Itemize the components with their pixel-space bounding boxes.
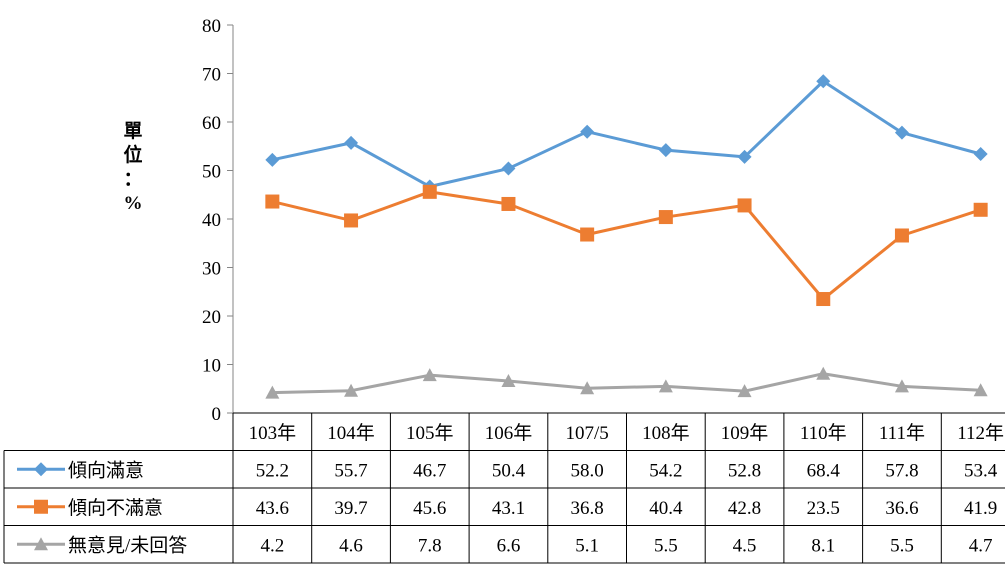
data-table-value: 53.4	[964, 461, 998, 482]
y-tick-label: 70	[202, 65, 221, 86]
data-point	[501, 373, 516, 387]
data-point	[816, 366, 831, 380]
series-line	[272, 79, 982, 189]
data-point	[737, 198, 752, 213]
y-axis-label-char: 位	[123, 145, 143, 166]
data-point	[973, 147, 988, 162]
data-point	[501, 196, 516, 211]
data-point	[422, 184, 437, 199]
x-category-label: 106年	[485, 422, 533, 444]
data-point	[580, 227, 595, 242]
legend-label: 無意見/未回答	[68, 535, 187, 557]
x-category-label: 112年	[957, 422, 1004, 444]
data-table-value: 42.8	[728, 498, 761, 519]
data-table-value: 4.6	[339, 536, 363, 557]
x-category-label: 109年	[721, 422, 769, 444]
data-table-value: 4.5	[733, 536, 757, 557]
x-category-label: 104年	[327, 422, 375, 444]
y-tick-label: 50	[202, 162, 221, 183]
legend-key-marker	[34, 462, 48, 477]
data-point	[894, 228, 909, 243]
data-table-value: 54.2	[649, 461, 682, 482]
data-table-value: 6.6	[497, 536, 521, 557]
data-point	[973, 202, 988, 217]
x-category-label: 108年	[642, 422, 690, 444]
data-table-value: 4.7	[969, 536, 993, 557]
data-table-value: 43.1	[492, 498, 525, 519]
data-point	[344, 213, 359, 228]
y-axis-label: 單 位 ： %	[118, 120, 148, 216]
data-table-value: 58.0	[571, 461, 604, 482]
data-point	[344, 135, 359, 150]
data-table-value: 46.7	[413, 461, 446, 482]
data-table-value: 39.7	[334, 498, 367, 519]
y-axis-label-char: 單	[123, 121, 143, 142]
y-tick-label: 60	[202, 113, 221, 134]
data-table-value: 57.8	[885, 461, 918, 482]
y-tick-label: 20	[202, 307, 221, 328]
data-table-value: 68.4	[807, 461, 841, 482]
series-line	[271, 190, 982, 301]
data-point	[973, 383, 988, 397]
data-table-value: 5.5	[654, 536, 678, 557]
data-table-value: 4.2	[260, 536, 284, 557]
data-table-value: 52.2	[256, 461, 289, 482]
data-point	[422, 368, 437, 382]
x-category-label: 111年	[879, 422, 925, 444]
data-point	[737, 384, 752, 398]
data-point	[894, 125, 909, 140]
data-point	[894, 379, 909, 393]
data-point	[658, 143, 673, 158]
data-point	[816, 74, 831, 89]
data-point	[265, 194, 280, 209]
data-point	[265, 152, 280, 167]
y-tick-label: 30	[202, 259, 221, 280]
legend-label: 傾向不滿意	[68, 497, 163, 519]
data-table-value: 8.1	[811, 536, 835, 557]
data-table-value: 7.8	[418, 536, 442, 557]
series-line	[272, 372, 981, 395]
y-axis-label-char: ：	[123, 169, 143, 190]
y-tick-label: 10	[202, 356, 221, 377]
y-tick-label: 0	[212, 404, 222, 425]
data-point	[501, 161, 516, 176]
data-table-value: 50.4	[492, 461, 526, 482]
data-table-value: 36.8	[571, 498, 604, 519]
data-point	[816, 292, 831, 307]
data-table-value: 36.6	[885, 498, 918, 519]
data-table-value: 5.1	[575, 536, 599, 557]
data-table-value: 55.7	[334, 461, 367, 482]
data-point	[737, 149, 752, 164]
x-category-label: 107/5	[566, 423, 609, 444]
data-table-value: 23.5	[807, 498, 840, 519]
y-tick-label: 80	[202, 16, 221, 37]
y-axis-label-char: %	[123, 193, 143, 214]
data-table-value: 52.8	[728, 461, 761, 482]
data-point	[658, 379, 673, 393]
x-category-label: 105年	[406, 422, 454, 444]
data-point	[658, 210, 673, 225]
data-point	[344, 383, 359, 397]
data-table-value: 41.9	[964, 498, 997, 519]
data-table-value: 5.5	[890, 536, 914, 557]
data-table-value: 40.4	[649, 498, 683, 519]
data-table-value: 45.6	[413, 498, 446, 519]
legend-key-marker	[34, 499, 48, 514]
x-category-label: 103年	[249, 422, 297, 444]
legend-key-marker	[34, 537, 48, 551]
legend-label: 傾向滿意	[68, 460, 144, 482]
data-point	[265, 385, 280, 399]
data-point	[580, 124, 595, 139]
x-category-label: 110年	[800, 422, 847, 444]
data-table-value: 43.6	[256, 498, 289, 519]
data-point	[580, 381, 595, 395]
y-tick-label: 40	[202, 210, 221, 231]
